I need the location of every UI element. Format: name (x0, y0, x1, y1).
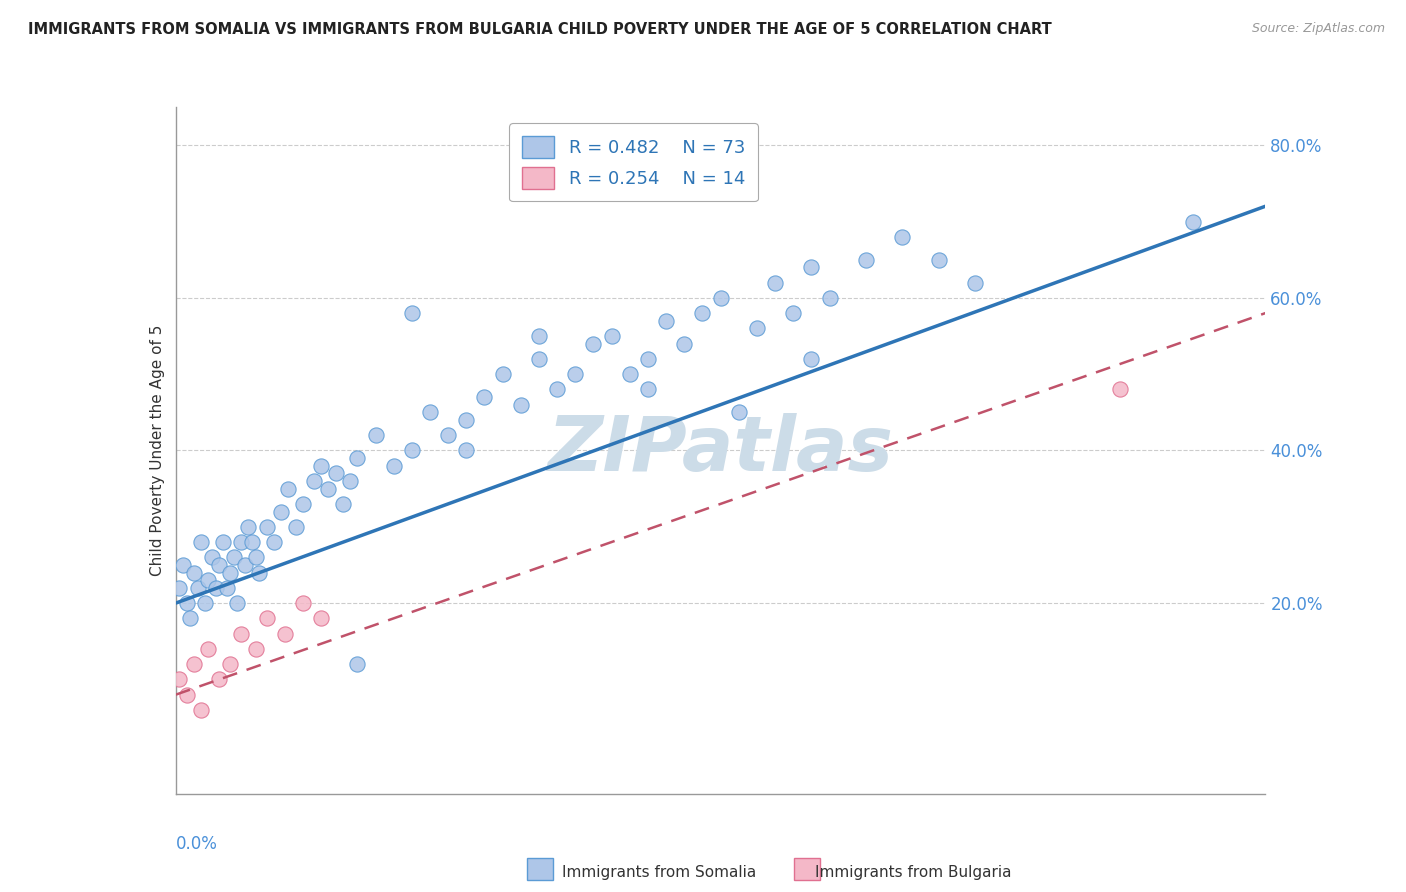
Point (204, 581, 226, 595)
Point (256, 611, 278, 625)
Point (782, 306, 804, 320)
Point (201, 550, 224, 565)
Text: ZIPatlas: ZIPatlas (547, 414, 894, 487)
Point (364, 428, 387, 442)
Point (673, 336, 696, 351)
Point (291, 497, 314, 511)
Point (309, 611, 332, 625)
Point (291, 596, 314, 610)
Text: 0.0%: 0.0% (176, 835, 218, 853)
Point (176, 688, 198, 702)
Point (346, 657, 368, 672)
Point (256, 520, 278, 534)
Point (745, 321, 768, 335)
Point (437, 428, 460, 442)
Point (710, 291, 733, 305)
Point (1109, 383, 1132, 397)
Text: IMMIGRANTS FROM SOMALIA VS IMMIGRANTS FROM BULGARIA CHILD POVERTY UNDER THE AGE : IMMIGRANTS FROM SOMALIA VS IMMIGRANTS FR… (28, 22, 1052, 37)
Point (509, 398, 531, 412)
Point (692, 306, 714, 320)
Point (474, 390, 496, 404)
Point (183, 657, 205, 672)
Point (456, 443, 478, 458)
Point (233, 558, 256, 572)
Point (190, 535, 212, 549)
Point (194, 596, 217, 610)
Point (546, 383, 568, 397)
Point (208, 558, 231, 572)
Point (401, 306, 423, 320)
Point (855, 252, 877, 267)
Legend: R = 0.482    N = 73, R = 0.254    N = 14: R = 0.482 N = 73, R = 0.254 N = 14 (509, 123, 758, 202)
Point (637, 383, 659, 397)
Point (169, 581, 191, 595)
Point (270, 504, 292, 518)
Text: Immigrants from Somalia: Immigrants from Somalia (562, 865, 756, 880)
Point (231, 535, 253, 549)
Point (263, 535, 285, 549)
Point (222, 550, 245, 565)
Point (219, 566, 242, 580)
Point (176, 596, 198, 610)
Point (800, 351, 823, 366)
Point (419, 405, 441, 419)
Y-axis label: Child Poverty Under the Age of 5: Child Poverty Under the Age of 5 (149, 325, 165, 576)
Point (564, 367, 586, 381)
Point (318, 482, 340, 496)
Point (245, 550, 267, 565)
Point (325, 467, 347, 481)
Point (226, 596, 249, 610)
Point (219, 657, 242, 672)
Point (197, 641, 219, 656)
Point (655, 314, 678, 328)
Point (215, 581, 238, 595)
Point (197, 573, 219, 587)
Point (527, 329, 550, 343)
Point (637, 351, 659, 366)
Point (527, 351, 550, 366)
Point (240, 535, 263, 549)
Point (247, 566, 270, 580)
Point (169, 673, 191, 687)
Point (619, 367, 641, 381)
Point (284, 520, 307, 534)
Point (274, 626, 297, 640)
Point (763, 276, 786, 290)
Point (600, 329, 623, 343)
Point (382, 458, 405, 473)
Point (212, 535, 235, 549)
Point (963, 276, 986, 290)
Point (401, 443, 423, 458)
Point (302, 474, 325, 488)
Point (928, 252, 950, 267)
Point (818, 291, 841, 305)
Point (190, 703, 212, 717)
Point (332, 497, 354, 511)
Point (245, 641, 267, 656)
Text: Immigrants from Bulgaria: Immigrants from Bulgaria (815, 865, 1012, 880)
Text: Source: ZipAtlas.com: Source: ZipAtlas.com (1251, 22, 1385, 36)
Point (456, 413, 478, 427)
Point (277, 482, 299, 496)
Point (208, 673, 231, 687)
Point (800, 260, 823, 275)
Point (339, 474, 361, 488)
Point (582, 336, 605, 351)
Point (172, 558, 194, 572)
Point (231, 626, 253, 640)
Point (183, 566, 205, 580)
Point (891, 229, 914, 244)
Point (727, 405, 749, 419)
Point (238, 520, 260, 534)
Point (179, 611, 201, 625)
Point (492, 367, 515, 381)
Point (309, 458, 332, 473)
Point (346, 451, 368, 466)
Point (1181, 214, 1204, 228)
Point (186, 581, 209, 595)
